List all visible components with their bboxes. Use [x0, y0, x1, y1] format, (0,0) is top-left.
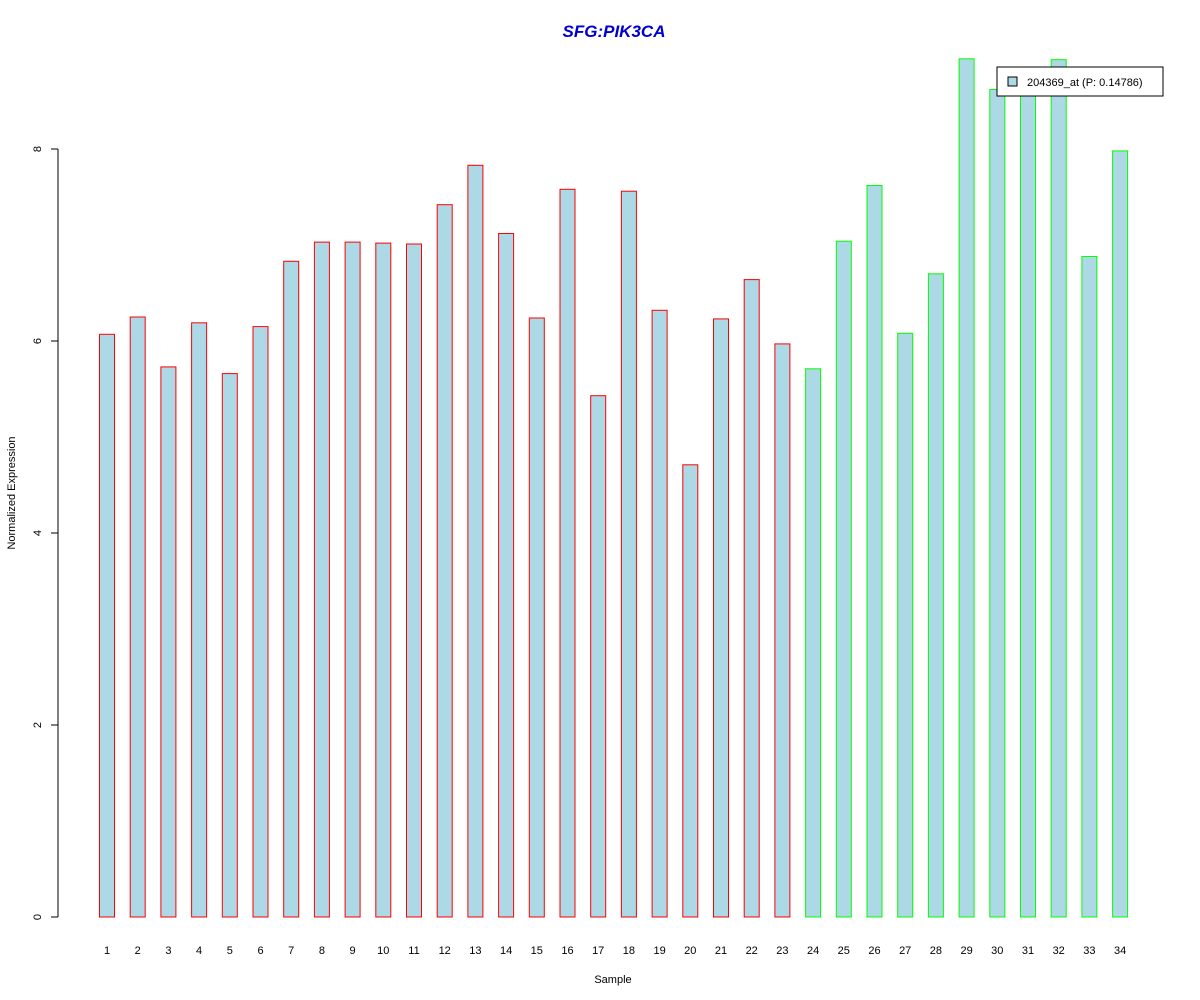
y-tick-label: 0: [32, 914, 44, 920]
bar-sample-25: [835, 240, 852, 918]
x-tick-label: 30: [991, 945, 1003, 957]
bar-sample-5: [221, 373, 238, 918]
y-axis-label: Normalized Expression: [6, 436, 18, 549]
bar-sample-13: [467, 164, 484, 918]
y-tick-label: 4: [32, 530, 44, 536]
x-tick-label: 25: [838, 945, 850, 957]
bar-sample-3: [160, 366, 177, 918]
x-tick-label: 20: [684, 945, 696, 957]
bars: [99, 58, 1129, 918]
bar-sample-12: [436, 204, 453, 918]
bar-sample-14: [498, 233, 515, 918]
x-tick-label: 21: [715, 945, 727, 957]
bar-sample-24: [805, 368, 822, 918]
x-tick-label: 10: [377, 945, 389, 957]
x-tick-label: 13: [469, 945, 481, 957]
legend-box: [996, 66, 1164, 97]
bar-sample-15: [528, 317, 545, 918]
bar-sample-7: [283, 260, 300, 918]
x-tick-label: 34: [1114, 945, 1126, 957]
bar-sample-9: [344, 241, 361, 918]
x-tick-label: 22: [746, 945, 758, 957]
bar-sample-18: [620, 190, 637, 918]
y-tick-label: 2: [32, 722, 44, 728]
x-tick-label: 4: [196, 945, 202, 957]
x-tick-label: 18: [623, 945, 635, 957]
bar-sample-22: [743, 279, 760, 918]
x-tick-label: 11: [408, 945, 419, 957]
bar-sample-27: [897, 332, 914, 918]
x-tick-label: 32: [1053, 945, 1065, 957]
x-tick-label: 6: [257, 945, 263, 957]
x-tick-label: 16: [561, 945, 573, 957]
x-tick-label: 33: [1083, 945, 1095, 957]
bar-sample-30: [989, 89, 1006, 918]
x-tick-label: 8: [319, 945, 325, 957]
bar-sample-33: [1081, 256, 1098, 918]
bar-sample-21: [713, 318, 729, 918]
bar-sample-20: [682, 464, 699, 918]
bar-sample-1: [99, 333, 115, 918]
bar-sample-26: [866, 185, 883, 918]
x-tick-label: 28: [930, 945, 942, 957]
bar-sample-4: [191, 322, 208, 918]
x-tick-label: 24: [807, 945, 819, 957]
x-tick-label: 12: [439, 945, 451, 957]
bar-sample-10: [375, 242, 392, 918]
legend: 204369_at (P: 0.14786): [996, 66, 1164, 97]
x-tick-label: 23: [776, 945, 788, 957]
bar-sample-11: [406, 243, 422, 918]
bar-sample-6: [252, 326, 269, 918]
y-tick-label: 8: [32, 146, 44, 152]
x-tick-label: 7: [288, 945, 294, 957]
bar-sample-32: [1050, 59, 1067, 918]
bar-sample-31: [1020, 89, 1036, 918]
x-tick-label: 31: [1022, 945, 1034, 957]
bar-sample-19: [651, 309, 668, 918]
x-tick-label: 29: [960, 945, 972, 957]
x-tick-label: 3: [165, 945, 171, 957]
x-tick-label: 2: [135, 945, 141, 957]
legend-swatch: [1007, 76, 1018, 87]
x-tick-label: 17: [592, 945, 604, 957]
x-axis-label: Sample: [594, 974, 631, 986]
bar-sample-16: [559, 188, 576, 918]
bar-sample-8: [313, 241, 330, 918]
x-tick-label: 9: [350, 945, 356, 957]
chart-title: SFG:PIK3CA: [563, 22, 666, 41]
x-tick-label: 14: [500, 945, 512, 957]
bar-sample-28: [927, 273, 944, 918]
legend-label: 204369_at (P: 0.14786): [1027, 77, 1143, 89]
x-tick-label: 5: [227, 945, 233, 957]
x-tick-label: 1: [104, 945, 110, 957]
bar-sample-23: [774, 343, 791, 918]
y-tick-label: 6: [32, 338, 44, 344]
y-axis: 0 2 4 6 8: [32, 146, 59, 920]
x-tick-label: 27: [899, 945, 911, 957]
bar-sample-34: [1112, 150, 1129, 918]
bar-sample-29: [958, 58, 975, 918]
bar-sample-2: [129, 316, 146, 918]
x-tick-labels: 1 2 3 4 5 6 7 8 9 10 11 12 13 14 15 16 17 18 19 20 21 22 23 24 2…: [104, 945, 1126, 957]
x-tick-label: 26: [868, 945, 880, 957]
bar-sample-17: [590, 395, 607, 918]
x-tick-label: 15: [531, 945, 543, 957]
x-tick-label: 19: [653, 945, 665, 957]
